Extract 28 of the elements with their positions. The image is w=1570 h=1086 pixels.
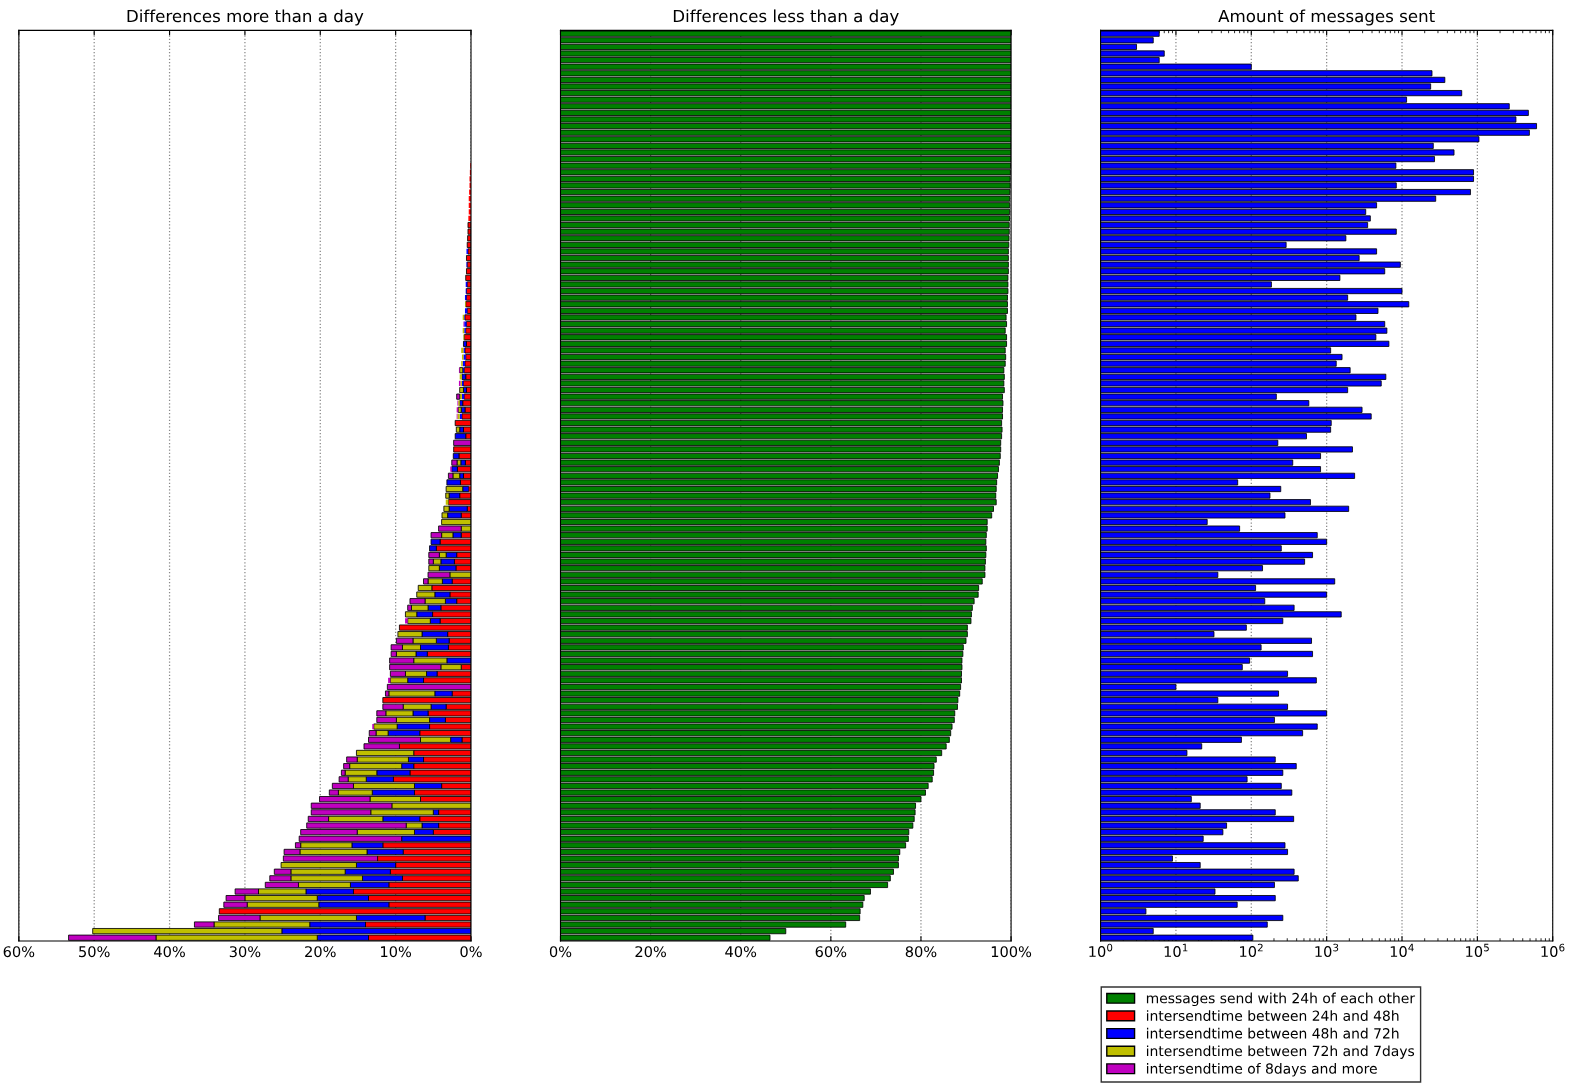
x-tick-label: 20% <box>635 946 667 958</box>
legend-label: intersendtime between 72h and 7days <box>1146 1045 1415 1059</box>
x-tick-label: 60% <box>815 946 847 958</box>
legend-label: intersendtime between 48h and 72h <box>1146 1027 1399 1039</box>
x-tick-label: 10$^{5}$ <box>1466 943 1489 958</box>
x-tick-label: 10$^{1}$ <box>1164 943 1188 958</box>
x-tick-label: 10$^{3}$ <box>1315 943 1339 958</box>
x-tick-label: 60% <box>3 946 35 958</box>
x-tick-label: 10$^{2}$ <box>1240 943 1263 958</box>
x-tick-label: 30% <box>229 946 261 958</box>
x-tick-label: 20% <box>305 946 336 958</box>
x-tick-label: 0% <box>460 946 482 958</box>
x-tick-label: 10% <box>381 946 412 958</box>
chart-title: Differences less than a day <box>673 9 899 26</box>
legend-label: intersendtime between 24h and 48h <box>1146 1010 1399 1021</box>
legend-label: intersendtime of 8days and more <box>1146 1063 1377 1077</box>
x-tick-label: 40% <box>154 946 185 958</box>
x-tick-label: 100% <box>991 946 1032 958</box>
chart-title: Amount of messages sent <box>1218 9 1435 26</box>
x-tick-label: 80% <box>905 946 937 958</box>
legend-label: messages send with 24h of each other <box>1146 992 1416 1007</box>
chart-title: Differences more than a day <box>127 9 364 26</box>
x-tick-label: 0% <box>549 946 572 958</box>
x-tick-label: 10$^{0}$ <box>1089 943 1113 958</box>
x-tick-label: 50% <box>79 946 110 958</box>
x-tick-label: 10$^{4}$ <box>1390 943 1414 958</box>
x-tick-label: 10$^{6}$ <box>1541 943 1565 958</box>
x-tick-label: 40% <box>725 946 757 958</box>
